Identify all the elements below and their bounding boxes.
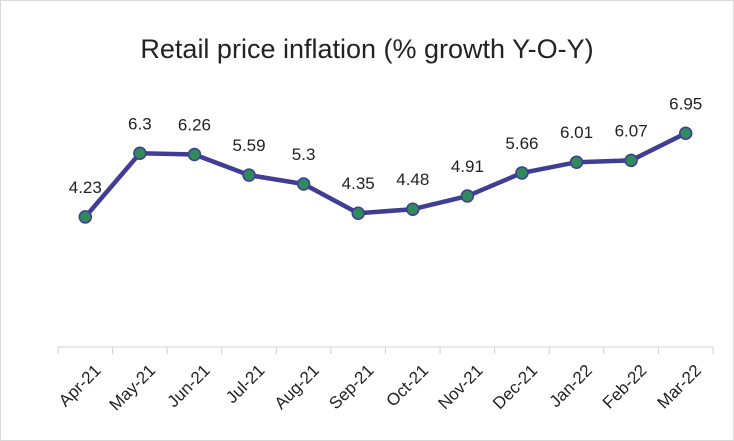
data-point — [296, 177, 311, 191]
data-point — [515, 166, 529, 180]
data-point — [406, 202, 420, 216]
data-label: 5.59 — [232, 136, 265, 155]
data-label: 6.26 — [178, 116, 211, 135]
data-point — [78, 210, 93, 224]
data-point — [678, 126, 693, 141]
data-point — [624, 153, 638, 168]
data-point — [133, 146, 147, 161]
data-label: 6.95 — [669, 94, 702, 113]
data-label: 4.48 — [396, 170, 429, 189]
data-line — [83, 131, 687, 219]
data-point — [187, 147, 202, 162]
data-point — [351, 206, 365, 220]
data-point — [569, 155, 584, 169]
data-label: 6.07 — [615, 121, 648, 140]
data-point — [460, 189, 475, 203]
data-label: 4.23 — [69, 178, 102, 197]
chart-title: Retail price inflation (% growth Y-O-Y) — [140, 34, 593, 64]
data-label: 6.01 — [560, 123, 593, 142]
data-label: 5.3 — [292, 145, 316, 164]
data-label: 5.66 — [505, 134, 538, 153]
data-label: 4.91 — [451, 157, 484, 176]
data-point — [242, 168, 256, 182]
data-label: 6.3 — [128, 114, 152, 133]
data-label: 4.35 — [342, 174, 375, 193]
